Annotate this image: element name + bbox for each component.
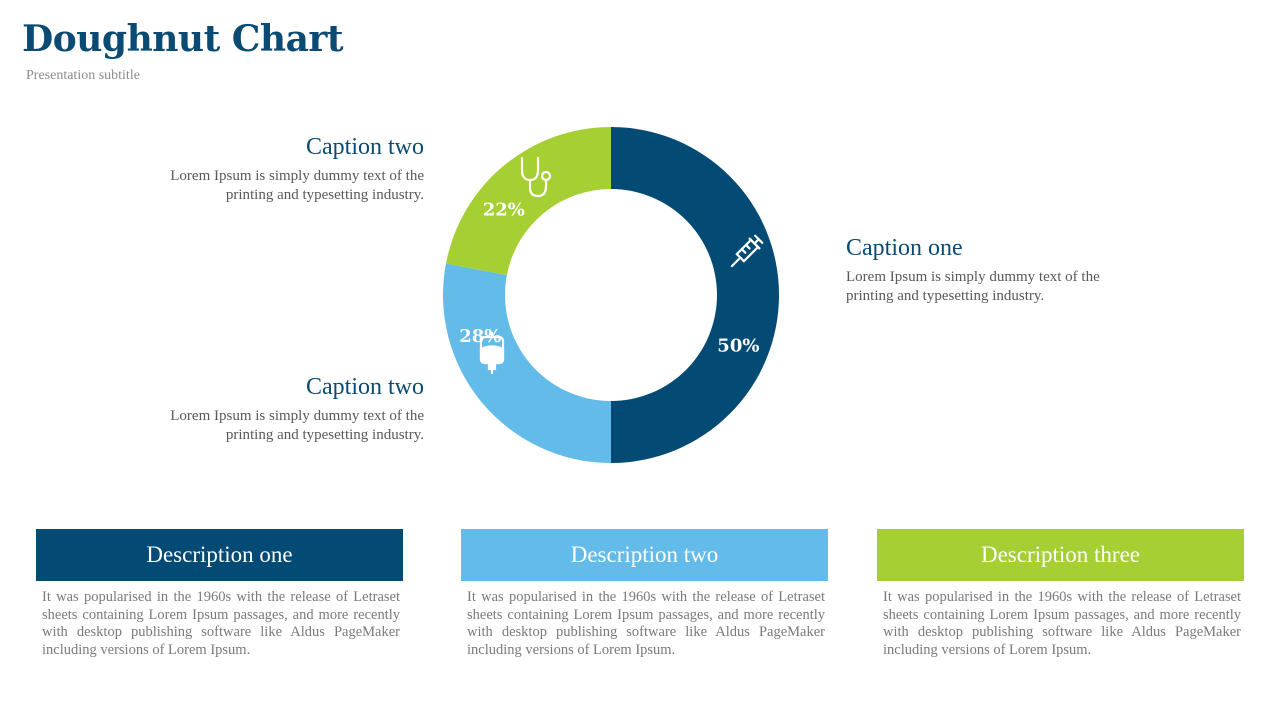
page-subtitle: Presentation subtitle [26, 68, 140, 83]
syringe-icon [730, 234, 764, 268]
description-text: It was popularised in the 1960s with the… [42, 589, 400, 658]
caption-text: Lorem Ipsum is simply dummy text of the … [170, 168, 424, 203]
caption-title: Caption two [306, 374, 424, 400]
doughnut-slice [611, 127, 779, 463]
caption-text: Lorem Ipsum is simply dummy text of the … [846, 269, 1100, 304]
description-card-two: Description two It was popularised in th… [461, 529, 828, 659]
slice-label: 22% [483, 200, 525, 221]
caption-right: Caption one Lorem Ipsum is simply dummy … [846, 234, 1146, 306]
description-text: It was popularised in the 1960s with the… [467, 589, 825, 658]
description-header: Description two [461, 529, 828, 581]
caption-title: Caption two [306, 134, 424, 160]
doughnut-slice [443, 263, 611, 463]
slice-label: 50% [717, 335, 759, 356]
page-title: Doughnut Chart [22, 18, 344, 60]
description-text: It was popularised in the 1960s with the… [883, 589, 1241, 658]
caption-left-bottom: Caption two Lorem Ipsum is simply dummy … [150, 373, 424, 445]
doughnut-chart: 50% 28% 22% [443, 127, 779, 463]
caption-title: Caption one [846, 235, 963, 261]
doughnut-slice [445, 127, 611, 276]
description-header: Description three [877, 529, 1244, 581]
iv-bag-icon [479, 332, 505, 374]
caption-text: Lorem Ipsum is simply dummy text of the … [170, 408, 424, 443]
description-header: Description one [36, 529, 403, 581]
description-card-three: Description three It was popularised in … [877, 529, 1244, 659]
description-card-one: Description one It was popularised in th… [36, 529, 403, 659]
stethoscope-icon [520, 156, 552, 198]
caption-left-top: Caption two Lorem Ipsum is simply dummy … [150, 133, 424, 205]
slice-label: 28% [459, 326, 501, 347]
